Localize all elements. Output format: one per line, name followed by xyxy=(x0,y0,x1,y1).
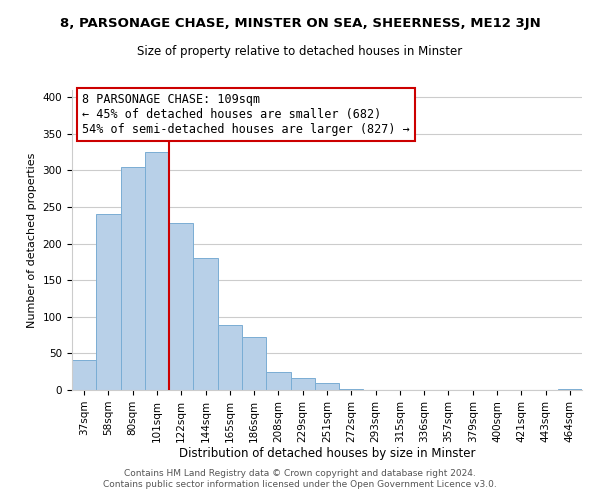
Text: 8 PARSONAGE CHASE: 109sqm
← 45% of detached houses are smaller (682)
54% of semi: 8 PARSONAGE CHASE: 109sqm ← 45% of detac… xyxy=(82,93,410,136)
Bar xyxy=(558,388,582,390)
Text: Contains HM Land Registry data © Crown copyright and database right 2024.: Contains HM Land Registry data © Crown c… xyxy=(124,468,476,477)
Bar xyxy=(315,382,339,390)
Bar xyxy=(266,372,290,390)
Bar xyxy=(169,223,193,390)
Bar xyxy=(72,360,96,390)
Bar xyxy=(145,152,169,390)
Bar xyxy=(290,378,315,390)
Bar xyxy=(96,214,121,390)
Bar xyxy=(121,167,145,390)
Bar xyxy=(193,258,218,390)
Y-axis label: Number of detached properties: Number of detached properties xyxy=(27,152,37,328)
Text: 8, PARSONAGE CHASE, MINSTER ON SEA, SHEERNESS, ME12 3JN: 8, PARSONAGE CHASE, MINSTER ON SEA, SHEE… xyxy=(59,18,541,30)
Text: Contains public sector information licensed under the Open Government Licence v3: Contains public sector information licen… xyxy=(103,480,497,489)
Text: Size of property relative to detached houses in Minster: Size of property relative to detached ho… xyxy=(137,45,463,58)
X-axis label: Distribution of detached houses by size in Minster: Distribution of detached houses by size … xyxy=(179,448,475,460)
Bar xyxy=(218,325,242,390)
Bar xyxy=(242,336,266,390)
